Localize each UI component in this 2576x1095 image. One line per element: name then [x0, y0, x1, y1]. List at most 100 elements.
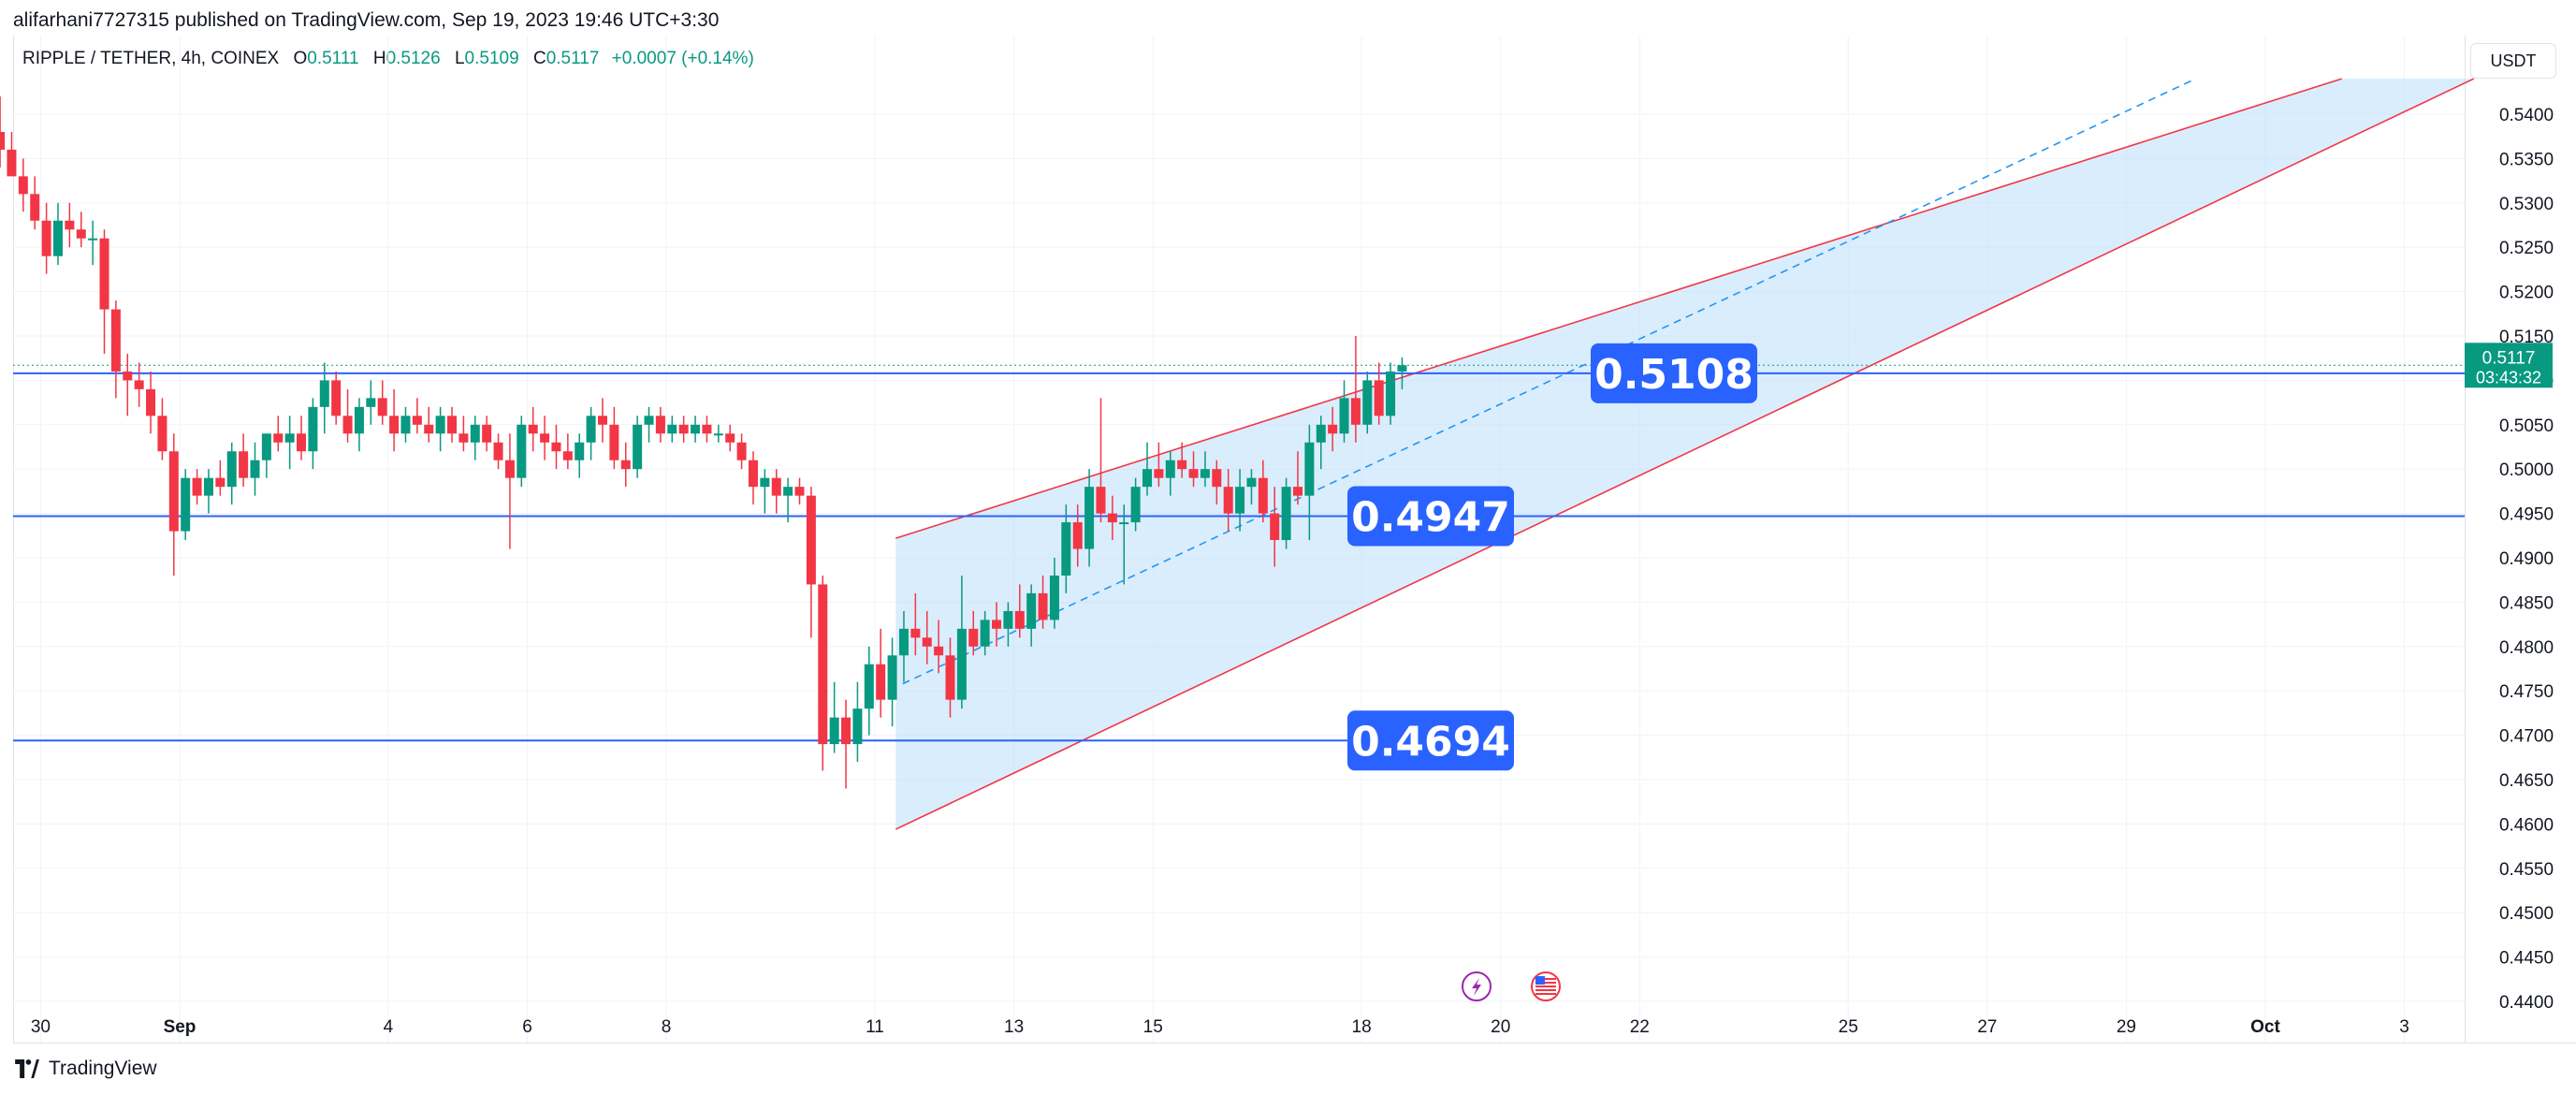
candle-body	[284, 433, 295, 443]
y-tick-label: 0.5400	[2499, 106, 2554, 125]
candle-body	[898, 628, 909, 656]
candle-body	[1223, 487, 1233, 514]
channel-lower-line	[895, 78, 2475, 830]
candle-body	[980, 620, 990, 647]
candle-body	[99, 238, 109, 310]
y-tick-label: 0.4600	[2499, 815, 2554, 835]
candle-body	[575, 442, 585, 460]
candle-body	[400, 416, 411, 434]
candle-body	[1328, 424, 1338, 434]
candle-body	[528, 424, 538, 434]
candle-body	[713, 433, 723, 436]
candle-body	[192, 477, 202, 496]
candle-body	[841, 717, 851, 745]
y-tick-label: 0.4400	[2499, 993, 2554, 1013]
candle-body	[123, 371, 133, 381]
candle-body	[250, 460, 260, 478]
y-tick-label: 0.5300	[2499, 195, 2554, 214]
candle-body	[910, 628, 921, 638]
candle-body	[226, 451, 237, 488]
candle-body	[633, 424, 643, 470]
y-tick-label: 0.5050	[2499, 416, 2554, 436]
y-tick-label: 0.4750	[2499, 682, 2554, 702]
candle-body	[992, 620, 1002, 629]
currency-button[interactable]: USDT	[2470, 43, 2556, 79]
x-tick-label: 4	[384, 1017, 394, 1037]
candle-body	[1096, 487, 1106, 514]
candle-body	[354, 406, 364, 434]
candle-body	[597, 416, 607, 425]
x-tick-label: 27	[1977, 1017, 1997, 1037]
candle-body	[273, 433, 284, 443]
candle-body	[852, 708, 863, 745]
footer-brand: TradingView	[13, 1058, 157, 1080]
candle-body	[1362, 380, 1373, 425]
close-value: 0.5117	[546, 49, 600, 68]
candle-body	[482, 424, 492, 443]
candle-body	[517, 424, 527, 478]
y-tick-label: 0.4900	[2499, 549, 2554, 569]
y-tick-label: 0.5150	[2499, 328, 2554, 347]
candle-body	[1119, 522, 1129, 525]
candle-body	[1339, 398, 1349, 434]
candle-body	[18, 176, 28, 195]
low-value: 0.5109	[464, 49, 519, 68]
last-price-badge	[2465, 343, 2553, 388]
candle-body	[1072, 522, 1083, 549]
publisher-caption: alifarhani7727315 published on TradingVi…	[13, 9, 720, 31]
candle-body	[239, 451, 249, 478]
y-tick-label: 0.4800	[2499, 638, 2554, 658]
x-tick-label: 6	[522, 1017, 532, 1037]
last-price-value: 0.5117	[2482, 348, 2536, 368]
candle-body	[1038, 592, 1048, 620]
x-tick-label: Sep	[164, 1017, 196, 1037]
candle-body	[331, 380, 342, 416]
candle-body	[609, 424, 619, 460]
candle-body	[1292, 487, 1303, 496]
high-value: 0.5126	[386, 49, 441, 68]
candle-body	[702, 424, 712, 434]
candle-body	[1304, 442, 1315, 496]
candle-body	[678, 424, 689, 434]
candle-body	[945, 655, 955, 700]
channel-mid-line	[902, 78, 2197, 685]
candle-body	[1142, 469, 1153, 488]
candle-body	[818, 584, 828, 745]
symbol-name[interactable]: RIPPLE / TETHER, 4h, COINEX	[22, 49, 280, 68]
channel-upper-line	[895, 78, 2342, 539]
candle-body	[783, 487, 793, 496]
time-axis-border	[13, 1043, 2576, 1044]
candle-body	[1061, 522, 1071, 576]
candle-body	[956, 628, 967, 700]
y-tick-label: 0.4450	[2499, 949, 2554, 969]
x-tick-label: 29	[2117, 1017, 2136, 1037]
candle-body	[435, 416, 445, 434]
candle-body	[1026, 592, 1037, 629]
candle-body	[377, 398, 387, 416]
x-tick-label: 8	[662, 1017, 672, 1037]
close-label: C	[532, 49, 546, 68]
candle-body	[655, 416, 665, 434]
candle-body	[134, 380, 144, 389]
price-axis-border	[2465, 36, 2466, 1043]
candle-body	[934, 646, 944, 656]
candle-body	[215, 477, 226, 488]
y-tick-label: 0.4950	[2499, 505, 2554, 525]
x-tick-label: 11	[866, 1017, 884, 1037]
y-tick-label: 0.5000	[2499, 460, 2554, 480]
candle-body	[366, 398, 376, 407]
candle-body	[1281, 487, 1291, 541]
open-label: O	[293, 49, 308, 68]
candle-body	[1188, 469, 1199, 478]
candle-body	[342, 416, 353, 434]
candle-body	[110, 309, 121, 372]
candle-body	[181, 477, 191, 532]
change-value: +0.0007 (+0.14%)	[611, 49, 754, 68]
candle-body	[1258, 477, 1268, 514]
candle-body	[876, 664, 886, 700]
x-tick-label: 3	[2399, 1017, 2409, 1037]
candle-body	[493, 442, 503, 460]
x-tick-label: 30	[31, 1017, 51, 1037]
candle-body	[52, 220, 63, 256]
